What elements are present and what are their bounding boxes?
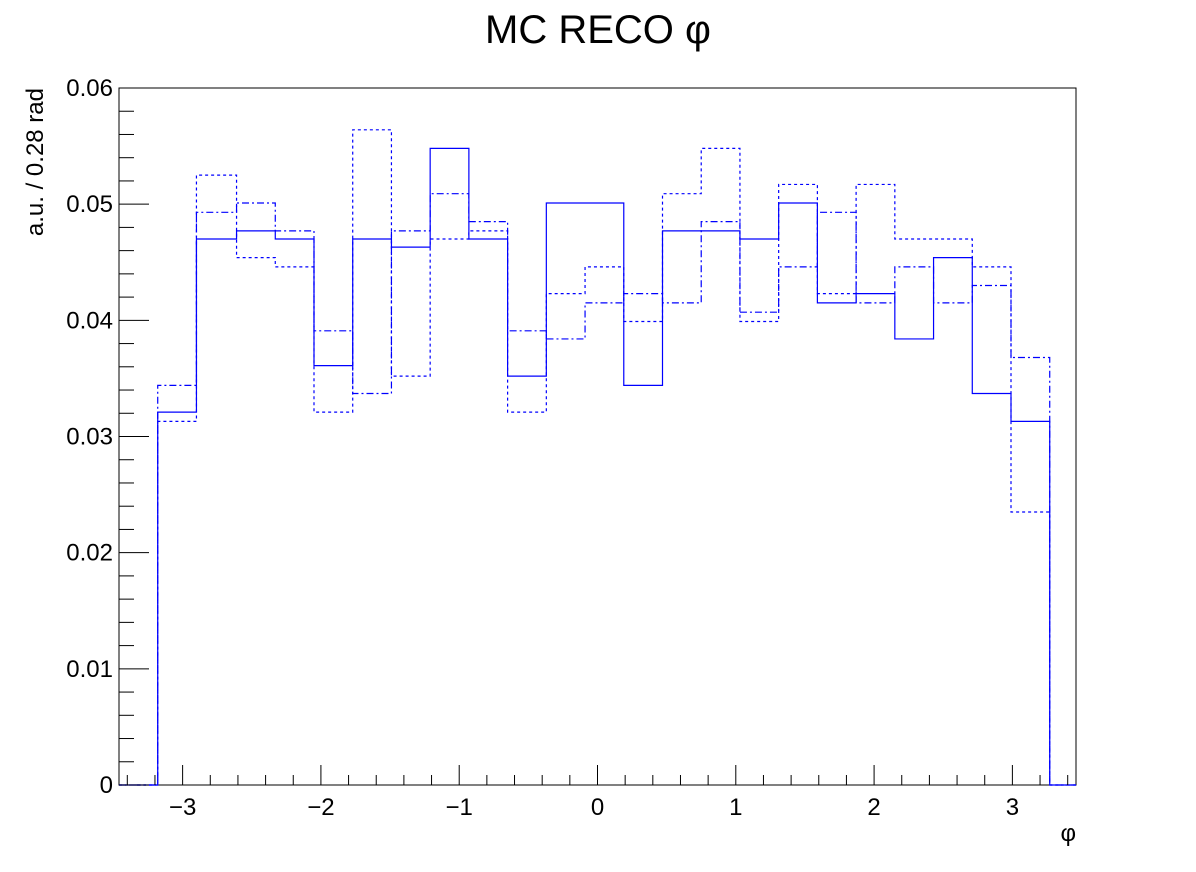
x-tick-label: −2: [307, 794, 334, 821]
x-axis-label: φ: [1060, 820, 1076, 847]
y-tick-label: 0.02: [66, 540, 113, 567]
series-solid-histogram: [119, 147, 1076, 786]
y-axis-label: a.u. / 0.28 rad: [22, 88, 49, 236]
axes: −3 −2 −1 0 1 2 3 0 0.01 0.02 0.03 0.04 0.05 0.06: [66, 75, 1069, 821]
y-tick-label: 0.04: [66, 307, 113, 334]
x-tick-label: 3: [1006, 794, 1019, 821]
plot-frame-rect: [118, 87, 1077, 786]
x-tick-label: 0: [591, 794, 604, 821]
chart-title: MC RECO φ: [485, 8, 711, 52]
y-tick-label: 0: [100, 772, 113, 799]
x-tick-label: 1: [729, 794, 742, 821]
plot-frame: [118, 87, 1077, 786]
y-tick-label: 0.01: [66, 656, 113, 683]
x-tick-label: −1: [446, 794, 473, 821]
series-dotted-histogram: [119, 129, 1076, 786]
series-dashdot-histogram: [119, 193, 1076, 786]
y-tick-label: 0.06: [66, 75, 113, 102]
series-group: [119, 129, 1076, 786]
x-tick-label: 2: [867, 794, 880, 821]
x-tick-label: −3: [169, 794, 196, 821]
y-tick-label: 0.05: [66, 191, 113, 218]
y-tick-label: 0.03: [66, 424, 113, 451]
